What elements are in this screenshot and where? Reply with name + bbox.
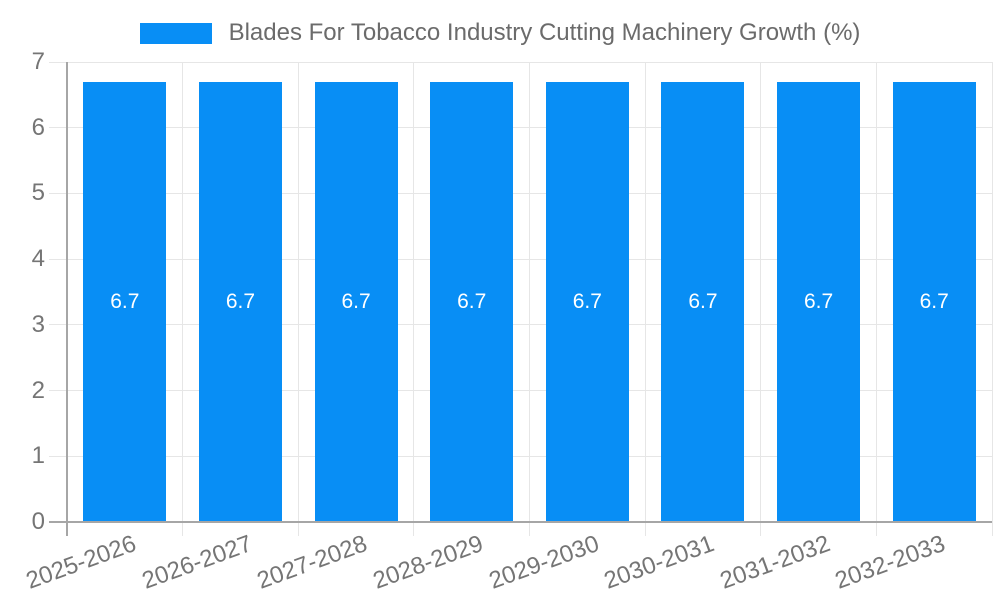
chart-legend[interactable]: Blades For Tobacco Industry Cutting Mach… (0, 18, 1000, 48)
y-tick-label: 4 (31, 245, 45, 273)
x-tick-label: 2026-2027 (138, 530, 256, 595)
gridline-horizontal (49, 192, 992, 194)
x-tick-label: 2032-2033 (831, 530, 950, 595)
y-tick-label: 2 (31, 376, 45, 404)
gridline-vertical (413, 62, 415, 536)
x-tick-label: 2030-2031 (600, 530, 718, 595)
bar-value-label: 6.7 (572, 289, 602, 313)
gridline-vertical (644, 62, 646, 536)
gridline-horizontal (49, 258, 992, 260)
gridline-vertical (760, 62, 762, 536)
bar-value-label: 6.7 (110, 289, 140, 313)
gridline-vertical (991, 62, 993, 536)
gridline-vertical (875, 62, 877, 536)
x-tick-label: 2029-2030 (485, 530, 603, 595)
legend-label: Blades For Tobacco Industry Cutting Mach… (228, 19, 861, 46)
legend-swatch-icon (139, 22, 212, 44)
bar[interactable] (892, 81, 976, 522)
y-tick-label: 6 (31, 113, 45, 141)
bar[interactable] (545, 81, 629, 522)
bar[interactable] (777, 81, 861, 522)
bar-value-label: 6.7 (919, 289, 949, 313)
bar[interactable] (198, 81, 282, 522)
y-tick-label: 1 (31, 442, 45, 470)
bar[interactable] (430, 81, 514, 522)
bar[interactable] (661, 81, 745, 522)
gridline-vertical (529, 62, 530, 536)
bar[interactable] (83, 81, 167, 522)
y-tick-label: 7 (31, 48, 45, 75)
x-tick-label: 2027-2028 (253, 530, 371, 595)
x-axis-line (49, 521, 992, 523)
bar-value-label: 6.7 (341, 289, 371, 313)
bar-value-label: 6.7 (688, 289, 718, 313)
gridline-horizontal (49, 61, 992, 63)
bar-value-label: 6.7 (803, 289, 834, 313)
bar-value-label: 6.7 (457, 289, 487, 313)
gridline-horizontal (49, 390, 992, 392)
y-tick-label: 3 (31, 310, 45, 338)
x-tick-label: 2031-2032 (716, 530, 834, 595)
gridline-horizontal (49, 127, 992, 129)
bar[interactable] (314, 81, 398, 522)
plot-area: 0 1 2 3 4 5 6 7 6.7 2025-2026 6.7 2026-2027 6.7 2027-… (23, 48, 993, 595)
y-tick-label: 0 (31, 508, 45, 535)
gridline-vertical (297, 62, 299, 536)
gridline-horizontal (49, 324, 992, 326)
gridline-horizontal (49, 455, 992, 457)
bar-value-label: 6.7 (225, 289, 256, 313)
gridline-vertical (182, 62, 184, 536)
y-axis-line (66, 62, 68, 536)
y-tick-label: 5 (31, 179, 45, 207)
x-tick-label: 2025-2026 (22, 530, 140, 595)
x-tick-label: 2028-2029 (369, 530, 487, 595)
